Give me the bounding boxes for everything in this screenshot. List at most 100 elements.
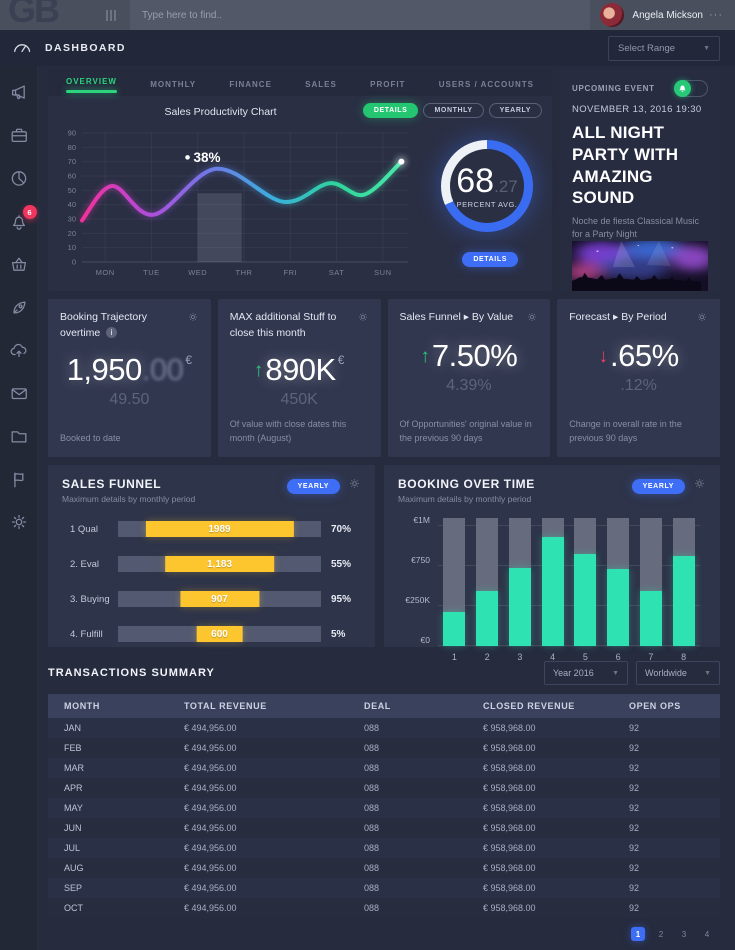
booking-bar-fill bbox=[574, 553, 597, 646]
table-cell: € 958,968.00 bbox=[483, 743, 536, 753]
page-button-4[interactable]: 4 bbox=[704, 929, 710, 939]
funnel-yearly-button[interactable]: YEARLY bbox=[286, 478, 340, 494]
funnel-bars: 1 Qual 1989 70% 2. Eval 1,183 55% 3. Buyin… bbox=[62, 521, 361, 642]
sidebar-item-cloud-upload[interactable] bbox=[9, 340, 29, 360]
page-header: DASHBOARD Select Range ▼ bbox=[0, 30, 735, 66]
page-button-2[interactable]: 2 bbox=[658, 929, 664, 939]
page-button-1[interactable]: 1 bbox=[631, 927, 645, 941]
gear-icon[interactable] bbox=[348, 477, 361, 495]
avatar[interactable] bbox=[600, 3, 625, 27]
sidebar-item-projects[interactable] bbox=[9, 125, 29, 145]
table-row[interactable]: JUL € 494,956.00 088 € 958,968.00 92 bbox=[48, 838, 720, 858]
sidebar-item-messages[interactable] bbox=[9, 383, 29, 403]
sidebar-item-files[interactable] bbox=[9, 426, 29, 446]
details-button[interactable]: DETAILS bbox=[362, 103, 419, 118]
sidebar-item-launch[interactable] bbox=[9, 297, 29, 317]
booking-bar-fill bbox=[476, 590, 499, 646]
table-row[interactable]: AUG € 494,956.00 088 € 958,968.00 92 bbox=[48, 858, 720, 878]
page-title: DASHBOARD bbox=[45, 42, 126, 54]
funnel-percent: 95% bbox=[331, 593, 352, 605]
table-row[interactable]: MAY € 494,956.00 088 € 958,968.00 92 bbox=[48, 798, 720, 818]
tab-users-accounts[interactable]: USERS / ACCOUNTS bbox=[438, 80, 534, 89]
booking-y-axis: €1M €750 €250K €0 bbox=[398, 515, 438, 646]
table-row[interactable]: JAN € 494,956.00 088 € 958,968.00 92 bbox=[48, 718, 720, 738]
monthly-button[interactable]: MONTHLY bbox=[423, 103, 484, 118]
sidebar-item-announcements[interactable] bbox=[9, 82, 29, 102]
megaphone-icon bbox=[9, 85, 29, 106]
percent-avg-gauge: 68.27 PERCENT AVG. bbox=[441, 140, 533, 232]
region-filter-dropdown[interactable]: Worldwide ▼ bbox=[636, 661, 720, 685]
tab-overview[interactable]: OVERVIEW bbox=[66, 73, 117, 93]
event-title: ALL NIGHT PARTY WITH AMAZING SOUND bbox=[572, 123, 679, 208]
sidebar-item-notifications[interactable]: 6 bbox=[9, 205, 37, 231]
year-filter-dropdown[interactable]: Year 2016 ▼ bbox=[544, 661, 628, 685]
booking-yearly-button[interactable]: YEARLY bbox=[631, 478, 685, 494]
cloud-upload-icon bbox=[9, 343, 29, 364]
x-tick-label: 2 bbox=[484, 652, 490, 662]
stat-value: ↑7.50% bbox=[420, 338, 518, 373]
tab-sales[interactable]: SALES bbox=[305, 80, 337, 89]
sales-funnel-subtitle: Maximum details by monthly period bbox=[62, 494, 196, 504]
yearly-button[interactable]: YEARLY bbox=[488, 103, 542, 118]
chevron-down-icon: ▼ bbox=[704, 669, 711, 677]
y-tick-label: €750 bbox=[411, 554, 430, 565]
table-cell: € 494,956.00 bbox=[184, 823, 237, 833]
chevron-down-icon: ▼ bbox=[703, 44, 710, 52]
table-cell: 088 bbox=[364, 863, 380, 873]
stat-cards-row: Booking Trajectory overtime i 1,950.00 € … bbox=[48, 299, 720, 457]
sidebar-item-orders[interactable] bbox=[9, 254, 29, 274]
table-cell: JUL bbox=[64, 843, 81, 853]
table-row[interactable]: OCT € 494,956.00 088 € 958,968.00 92 bbox=[48, 898, 720, 918]
sidebar-item-reports[interactable] bbox=[9, 168, 29, 188]
search-input[interactable] bbox=[130, 0, 591, 30]
sidebar-item-flags[interactable] bbox=[9, 469, 29, 489]
table-row[interactable]: JUN € 494,956.00 088 € 958,968.00 92 bbox=[48, 818, 720, 838]
table-cell: € 958,968.00 bbox=[483, 723, 536, 733]
booking-bar-track bbox=[607, 518, 630, 646]
tab-finance[interactable]: FINANCE bbox=[229, 80, 272, 89]
stat-title: Booking Trajectory overtime i bbox=[60, 311, 147, 339]
booking-bar-fill bbox=[672, 556, 695, 646]
table-row[interactable]: APR € 494,956.00 088 € 958,968.00 92 bbox=[48, 778, 720, 798]
svg-text:FRI: FRI bbox=[283, 268, 297, 277]
stat-title: MAX additional Stuff to close this month bbox=[229, 311, 337, 339]
gear-icon[interactable] bbox=[696, 310, 708, 328]
booking-bar-track bbox=[476, 518, 499, 646]
booking-bar-fill bbox=[607, 569, 630, 646]
user-menu-icon[interactable]: ··· bbox=[709, 9, 723, 21]
table-row[interactable]: FEB € 494,956.00 088 € 958,968.00 92 bbox=[48, 738, 720, 758]
funnel-stage-label: 1 Qual bbox=[70, 523, 98, 535]
select-range-dropdown[interactable]: Select Range ▼ bbox=[608, 35, 720, 61]
gear-icon[interactable] bbox=[357, 310, 369, 342]
gear-icon[interactable] bbox=[693, 477, 706, 495]
gear-icon[interactable] bbox=[526, 310, 538, 328]
table-row[interactable]: MAR € 494,956.00 088 € 958,968.00 92 bbox=[48, 758, 720, 778]
tab-monthly[interactable]: MONTHLY bbox=[150, 80, 197, 89]
event-notification-toggle[interactable] bbox=[674, 79, 708, 97]
funnel-bar: 907 bbox=[179, 591, 260, 607]
stat-value: 1,950.00 € bbox=[66, 351, 193, 387]
gauge-details-button[interactable]: DETAILS bbox=[462, 252, 518, 267]
svg-text:50: 50 bbox=[68, 186, 76, 195]
sidebar-item-settings[interactable] bbox=[9, 512, 29, 532]
stat-secondary-value: 49.50 bbox=[109, 390, 150, 408]
select-range-label: Select Range bbox=[618, 42, 676, 54]
sales-funnel-title: SALES FUNNEL bbox=[62, 477, 162, 491]
table-cell: SEP bbox=[64, 883, 83, 893]
table-cell: 088 bbox=[364, 743, 380, 753]
info-icon[interactable]: i bbox=[106, 327, 118, 339]
tab-profit[interactable]: PROFIT bbox=[370, 80, 406, 89]
funnel-percent: 55% bbox=[331, 558, 352, 570]
table-row[interactable]: SEP € 494,956.00 088 € 958,968.00 92 bbox=[48, 878, 720, 898]
y-tick-label: €250K bbox=[405, 595, 430, 606]
gear-icon[interactable] bbox=[187, 310, 199, 342]
table-cell: 92 bbox=[629, 903, 640, 913]
table-cell: JUN bbox=[64, 823, 82, 833]
page-button-3[interactable]: 3 bbox=[681, 929, 687, 939]
transactions-title: TRANSACTIONS SUMMARY bbox=[48, 667, 215, 679]
table-cell: 088 bbox=[364, 783, 380, 793]
menu-toggle-icon[interactable] bbox=[106, 9, 116, 21]
x-tick-label: 3 bbox=[517, 652, 523, 662]
table-cell: 088 bbox=[364, 903, 380, 913]
table-cell: € 494,956.00 bbox=[184, 883, 237, 893]
